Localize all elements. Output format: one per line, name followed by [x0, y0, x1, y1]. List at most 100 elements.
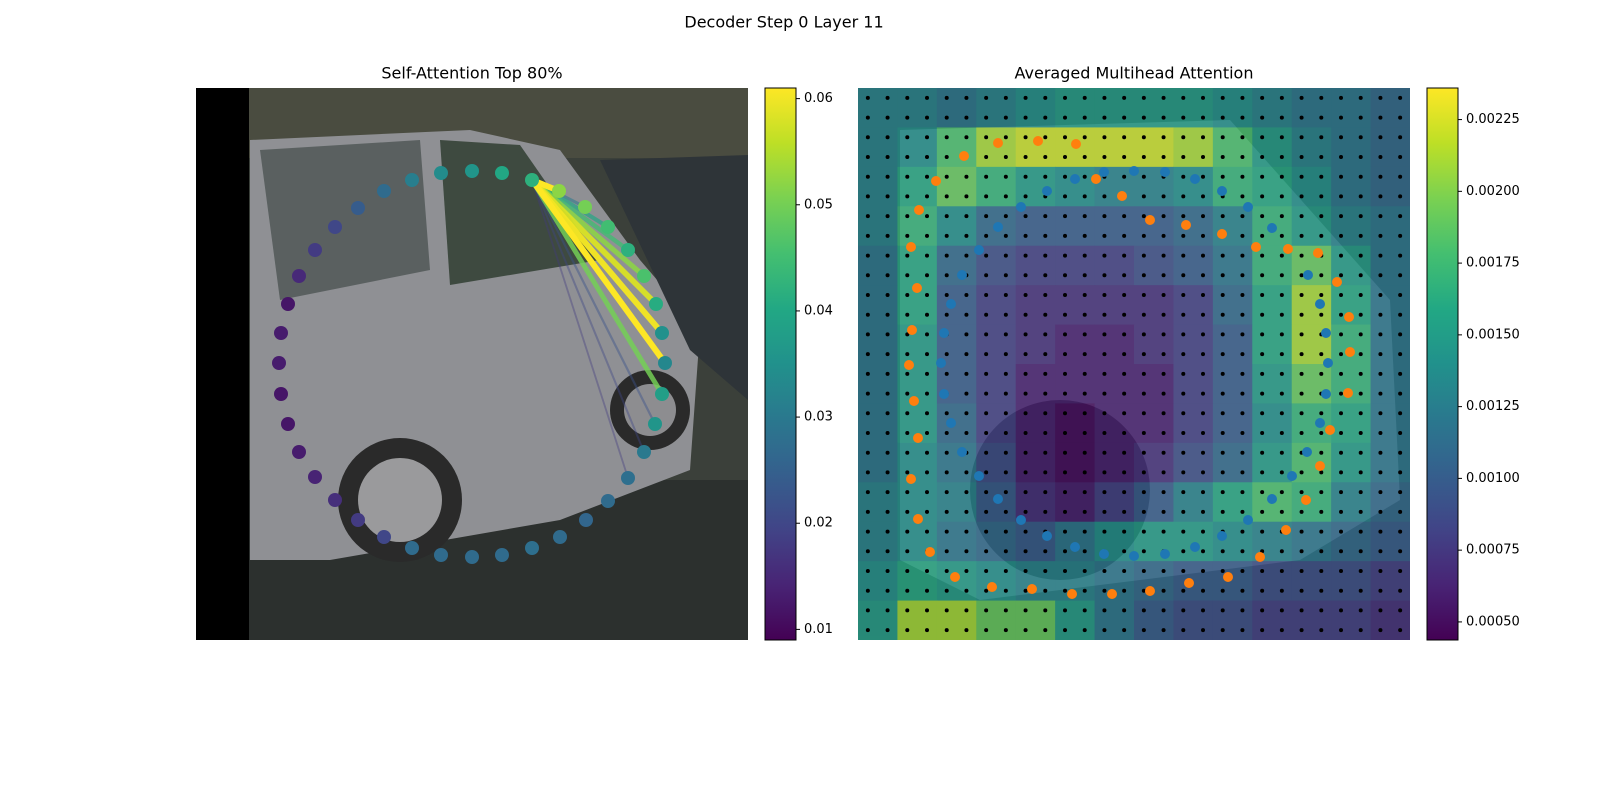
sample-dot — [905, 371, 910, 376]
sample-dot — [865, 569, 870, 573]
attention-link — [531, 179, 629, 479]
heatmap-cell — [1173, 88, 1214, 128]
sample-dot — [1141, 194, 1146, 199]
heatmap-cell — [1212, 403, 1253, 444]
point — [351, 513, 365, 527]
sample-dot — [1398, 115, 1403, 120]
heatmap-cell — [1252, 285, 1293, 326]
sample-dot — [1181, 391, 1186, 396]
point — [579, 513, 593, 527]
sample-dot — [1358, 509, 1363, 514]
heatmap-cell — [1055, 285, 1096, 326]
sample-dot — [885, 194, 890, 199]
sample-dot — [1122, 95, 1127, 100]
sample-dot — [984, 569, 989, 573]
heatmap-cell — [1055, 521, 1096, 562]
heatmap-cell — [1055, 600, 1096, 640]
sample-dot — [925, 293, 929, 297]
sample-dot — [1319, 431, 1324, 435]
sample-dot — [865, 588, 870, 593]
point — [1190, 542, 1200, 552]
heatmap-cell — [1370, 600, 1410, 640]
sample-dot — [1260, 135, 1265, 140]
sample-dot — [925, 352, 929, 357]
sample-dot — [905, 135, 910, 140]
sample-dot — [1378, 588, 1383, 593]
sample-dot — [1240, 371, 1245, 376]
sample-dot — [944, 628, 949, 633]
sample-dot — [1082, 312, 1087, 317]
sample-dot — [1339, 155, 1343, 159]
point — [578, 200, 592, 214]
sample-dot — [1102, 253, 1107, 258]
sample-dot — [1122, 470, 1127, 475]
sample-dot — [1181, 470, 1186, 475]
colorbar — [764, 87, 797, 641]
heatmap-cell — [858, 245, 898, 286]
sample-dot — [905, 194, 910, 199]
sample-dot — [885, 273, 890, 278]
sample-dot — [1102, 155, 1107, 159]
sample-dot — [1082, 411, 1087, 416]
heatmap-cell — [1134, 88, 1174, 128]
colorbar-tick-label: 0.03 — [804, 410, 833, 425]
sample-dot — [1003, 352, 1008, 357]
sample-dot — [1299, 273, 1304, 278]
sample-dot — [1260, 253, 1265, 258]
sample-dot — [984, 273, 989, 278]
sample-dot — [885, 470, 890, 475]
sample-dot — [1122, 391, 1127, 396]
sample-dot — [1082, 115, 1087, 120]
sample-dot — [1260, 588, 1265, 593]
sample-dot — [1122, 332, 1127, 337]
sample-dot — [1082, 95, 1087, 100]
point — [1281, 525, 1291, 535]
sample-dot — [1339, 391, 1343, 396]
heatmap-cell — [1015, 324, 1056, 365]
sample-dot — [1181, 293, 1186, 297]
sample-dot — [1043, 490, 1048, 495]
heatmap-cell — [1212, 561, 1253, 602]
sample-dot — [865, 391, 870, 396]
sample-dot — [1240, 174, 1245, 179]
sample-dot — [1181, 194, 1186, 199]
sample-dot — [1141, 470, 1146, 475]
sample-dot — [1082, 371, 1087, 376]
heatmap-cell — [1173, 245, 1214, 286]
sample-dot — [1102, 588, 1107, 593]
sample-dot — [1043, 293, 1048, 297]
sample-dot — [1102, 273, 1107, 278]
sample-dot — [984, 608, 989, 613]
sample-dot — [1240, 450, 1245, 455]
sample-dot — [1201, 253, 1205, 258]
heatmap-cell — [1173, 521, 1214, 562]
heatmap-cell — [1252, 324, 1293, 365]
sample-dot — [1240, 549, 1245, 554]
sample-dot — [984, 352, 989, 357]
sample-dot — [1358, 431, 1363, 435]
point — [1321, 328, 1331, 338]
sample-dot — [1023, 470, 1028, 475]
sample-dot — [1240, 470, 1245, 475]
sample-dot — [944, 490, 949, 495]
sample-dot — [1161, 470, 1166, 475]
point — [909, 396, 919, 406]
sample-dot — [1122, 509, 1127, 514]
heatmap-cell — [1252, 561, 1293, 602]
sample-dot — [1398, 608, 1403, 613]
attention-link — [530, 178, 646, 454]
sample-dot — [1260, 115, 1265, 120]
sample-dot — [1161, 233, 1166, 238]
sample-dot — [1220, 273, 1225, 278]
point — [621, 243, 635, 257]
sample-dot — [1378, 115, 1383, 120]
sample-dot — [1220, 312, 1225, 317]
sample-dot — [984, 214, 989, 219]
sample-dot — [1260, 233, 1265, 238]
sample-dot — [964, 588, 969, 593]
heatmap-cell — [936, 482, 977, 523]
colorbar-tick-label: 0.00100 — [1466, 471, 1520, 486]
sample-dot — [944, 608, 949, 613]
panel-title: Self-Attention Top 80% — [381, 64, 562, 83]
sample-dot — [1279, 391, 1284, 396]
